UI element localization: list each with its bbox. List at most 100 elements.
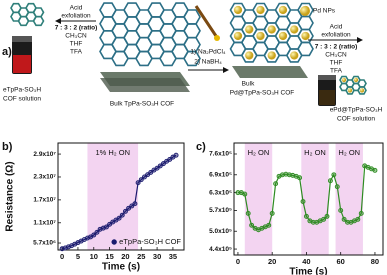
- solution-label: eTpPa-SO₃H: [3, 87, 41, 94]
- hexagon: [32, 15, 45, 27]
- step-label: TFA: [330, 68, 343, 75]
- on-span: [244, 143, 273, 255]
- y-tick-label: 7.6x10⁵: [209, 151, 232, 158]
- step-label: exfoliation: [321, 32, 351, 39]
- x-axis-title: Time (s): [289, 267, 327, 275]
- pd-particle: [256, 31, 265, 41]
- plot-frame: [57, 142, 185, 251]
- span-label: H₂ ON: [338, 148, 360, 157]
- pd-particle: [359, 88, 365, 93]
- data-point: [148, 169, 154, 175]
- data-point: [167, 156, 173, 162]
- y-tick-label: 2.9x10⁷: [33, 151, 56, 158]
- step-label: exfoliation: [61, 13, 91, 20]
- data-point: [249, 222, 255, 228]
- data-point: [160, 161, 166, 167]
- series-line: [237, 165, 376, 231]
- bulk-pd-cof: [229, 2, 314, 78]
- data-point: [321, 216, 327, 222]
- span-label: H₂ ON: [248, 148, 270, 157]
- x-tick-label: 35: [169, 252, 177, 261]
- data-point: [138, 177, 144, 183]
- pd-particle: [290, 51, 299, 60]
- data-point: [119, 212, 125, 218]
- bulk-pd-label: Pd@TpPa-SO₃H COF: [230, 90, 295, 97]
- reagent: 2) NaBH₄: [194, 59, 222, 66]
- step-label: THF: [330, 60, 343, 67]
- vial: [318, 75, 336, 106]
- bulk-label: Bulk TpPa-SO₃H COF: [110, 101, 174, 108]
- step-label: THF: [70, 41, 83, 48]
- step-label: CH₃CN: [325, 52, 347, 59]
- hexagon: [297, 41, 314, 57]
- series-line: [61, 154, 177, 250]
- x-tick-label: 25: [137, 252, 145, 261]
- data-point: [324, 213, 330, 219]
- data-point: [273, 181, 279, 187]
- data-point: [338, 207, 344, 213]
- x-axis-title: Time (s): [102, 262, 140, 273]
- pd-particle: [290, 25, 299, 34]
- on-span: [335, 143, 363, 255]
- hexagon: [357, 86, 367, 95]
- data-point: [242, 191, 248, 197]
- bulk-pd-label: Bulk: [242, 81, 255, 88]
- data-point: [303, 213, 309, 219]
- x-tick-label: 80: [371, 257, 379, 266]
- x-tick-label: 10: [90, 252, 98, 261]
- data-point: [372, 167, 378, 173]
- data-point: [135, 180, 141, 186]
- hexagon: [183, 9, 201, 25]
- y-tick-label: 6.9x10⁵: [209, 172, 232, 179]
- hexagon: [357, 79, 367, 88]
- data-point: [141, 174, 147, 180]
- solution-label: COF solution: [337, 116, 375, 123]
- x-tick-label: 20: [268, 257, 276, 266]
- solution-label: ePd@TpPa-SO₃H: [330, 107, 383, 114]
- layer: [100, 78, 190, 92]
- data-point: [341, 216, 347, 222]
- data-point: [345, 219, 350, 225]
- legend-label: eTpPa-SO₃H COF: [119, 237, 181, 246]
- data-point: [297, 175, 303, 181]
- data-point: [269, 210, 275, 216]
- hexagon: [183, 50, 201, 67]
- data-point: [331, 172, 337, 178]
- pd-particle: [233, 5, 243, 15]
- on-span: [301, 143, 329, 255]
- step-label: 7 : 3 : 2 (ratio): [55, 25, 98, 32]
- pd-particle: [347, 88, 353, 93]
- data-point: [94, 229, 100, 235]
- x-tick-label: 0: [60, 252, 64, 261]
- cof-sheets: [10, 2, 45, 27]
- data-point: [126, 205, 132, 211]
- data-point: [280, 172, 285, 178]
- data-point: [286, 172, 292, 178]
- step-label: TFA: [70, 49, 83, 56]
- data-point: [310, 219, 316, 225]
- x-tick-label: 15: [105, 252, 113, 261]
- data-point: [132, 201, 138, 207]
- cof-sheets: [339, 75, 367, 95]
- pd-particle: [301, 31, 310, 41]
- step-label: Acid: [330, 24, 343, 31]
- data-point: [245, 210, 251, 216]
- data-point: [283, 171, 289, 177]
- pd-particle: [245, 25, 254, 34]
- x-tick-label: 40: [302, 257, 310, 266]
- data-point: [116, 215, 122, 221]
- legend-marker: [111, 239, 117, 245]
- data-point: [327, 178, 333, 184]
- data-point: [358, 210, 364, 216]
- data-point: [145, 172, 151, 178]
- solution-label: COF solution: [3, 96, 41, 103]
- panel-label: c): [196, 141, 206, 153]
- pd-particle: [267, 25, 276, 34]
- x-tick-label: 20: [121, 252, 129, 261]
- y-tick-label: 2.3x10⁷: [33, 174, 56, 181]
- data-point: [266, 222, 272, 228]
- step-label: 7 : 3 : 2 (ratio): [315, 44, 358, 51]
- bulk-cof: [99, 2, 201, 92]
- pd-particle: [245, 51, 254, 60]
